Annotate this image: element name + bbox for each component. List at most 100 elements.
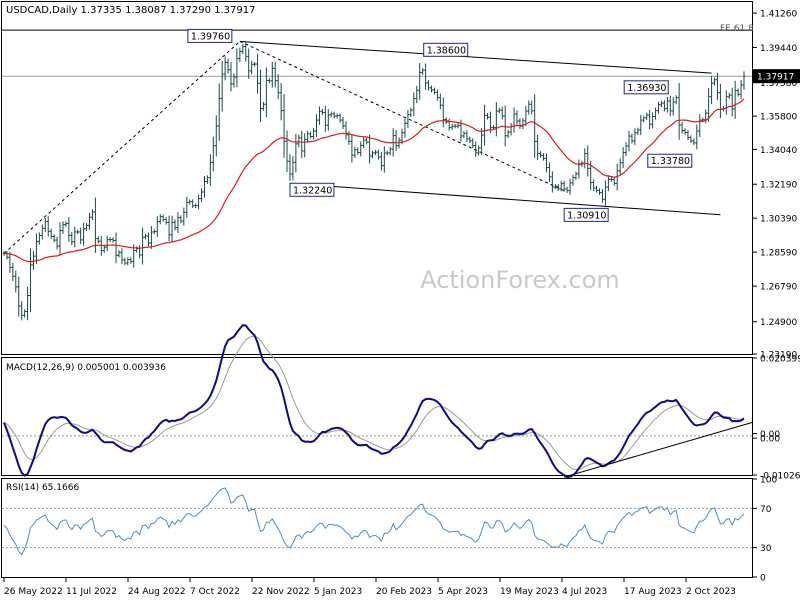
price-annotation-box [423,42,469,57]
price-bar [173,219,177,231]
price-bar [229,62,233,92]
price-bar [29,248,33,313]
price-bar [141,227,145,265]
price-bar [253,61,257,67]
price-bar [87,212,91,230]
price-bar [471,138,475,149]
price-annotation-label: 1.38600 [427,45,466,56]
price-bar [371,150,375,159]
price-bar [40,224,44,240]
rsi-line [3,487,745,556]
date-axis-label: 7 Oct 2022 [190,587,240,597]
price-bars-layer [2,41,746,321]
rally-trendline [3,41,241,254]
price-bar [630,133,634,144]
price-bar [530,100,534,115]
date-axis-label: 19 May 2023 [500,587,559,597]
price-bar [105,235,109,252]
price-bar [486,113,490,120]
price-bar [258,69,262,122]
price-bar [43,217,47,233]
price-bar [432,87,436,95]
price-axis-label: 1.28590 [760,249,797,259]
price-bar [82,222,86,246]
price-bar [515,110,519,125]
price-bar [633,128,637,146]
watermark: ActionForex.com [420,266,620,294]
price-bar [197,194,201,210]
price-bar [730,87,734,117]
price-bar [536,134,540,160]
price-bar [120,248,124,264]
price-bar [235,48,239,88]
annotation-layer: 1.39760 1.32240 1.38600 1.30910 1.36930 1.337… [187,28,693,222]
price-bar [326,109,330,131]
rsi-axis-label: 70 [760,505,772,515]
rsi-axis-label: 100 [760,476,777,486]
price-bar [382,146,386,173]
price-bar [415,85,419,104]
price-annotation-box [289,182,335,197]
price-bar [238,47,242,63]
price-bar [539,151,543,158]
price-bar [409,107,413,118]
fe-level-label: FE 61.8 [720,24,754,34]
price-bar [350,133,354,163]
price-bar [665,96,669,113]
price-bar [344,121,348,140]
price-bar [553,184,557,190]
macd-axis-label: 0.00 [760,435,780,445]
price-bar [544,153,548,173]
price-bar [376,149,380,160]
price-bar [427,80,431,91]
price-bar [483,104,487,146]
price-bar [606,175,610,192]
trendline-layer [3,40,721,254]
price-bar [282,94,286,158]
price-bar [733,80,737,119]
price-bar [568,178,572,195]
price-bar [244,41,248,62]
price-bar [353,146,357,159]
price-bar [418,62,422,100]
price-bar [441,97,445,128]
price-bar [627,130,631,152]
price-annotation-label: 1.36930 [627,83,666,94]
macd-axis-label: -0.01026 [760,472,800,482]
price-bar [144,233,148,240]
price-bar [194,203,198,208]
price-bar [264,67,268,118]
price-bar [739,80,743,100]
price-bar [403,118,407,138]
price-bar [710,75,714,105]
price-axis-label: 1.24900 [760,318,797,328]
price-bar [465,130,469,143]
price-bar [394,130,398,151]
date-axis-label: 2 Oct 2023 [686,587,736,597]
price-bar [435,89,439,101]
price-bar [668,95,672,117]
price-annotation: 1.38600 [423,42,469,57]
price-bar [23,309,27,318]
rsi-axis-label: 30 [760,544,772,554]
price-bar [406,109,410,128]
price-bar [562,180,566,192]
price-bar [320,108,324,115]
price-bar [674,95,678,105]
current-price-label: 1.37917 [757,73,794,83]
price-annotation: 1.36930 [623,80,669,95]
price-bar [267,78,271,84]
price-bar [37,232,41,245]
price-bar [79,227,83,245]
date-axis-label: 5 Apr 2023 [438,587,488,597]
price-annotation-box [187,28,233,43]
price-bar [161,214,165,222]
price-bar [182,207,186,226]
price-annotation: 1.39760 [187,28,233,43]
price-bar [600,189,604,203]
date-axis-label: 26 May 2022 [4,587,63,597]
price-bar [659,100,663,108]
price-axis-label: 1.37580 [760,79,797,89]
